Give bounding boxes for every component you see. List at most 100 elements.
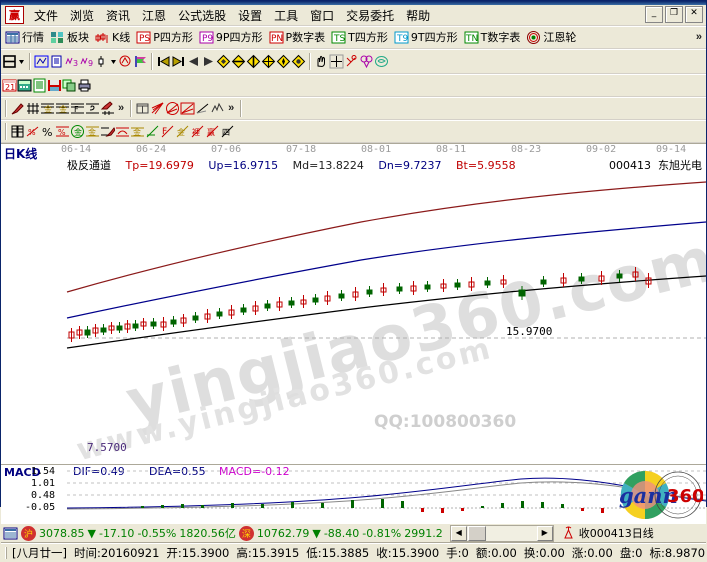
f-angle-icon[interactable]: F <box>160 124 175 139</box>
menu-browse[interactable]: 浏览 <box>70 8 95 23</box>
kline3-icon[interactable]: 3 <box>64 54 79 69</box>
macd-panel[interactable]: MACD 1.54 1.01 0.48 -0.05 DIF=0.49 DEA=0… <box>1 464 706 523</box>
menu-news[interactable]: 资讯 <box>106 8 131 23</box>
square-fan-icon[interactable] <box>180 101 195 116</box>
angle-icon[interactable] <box>145 124 160 139</box>
toolbar-t-number-table[interactable]: TN T数字表 <box>461 27 524 47</box>
gold-level-icon[interactable]: 金 <box>130 124 145 139</box>
toolbar-gann-wheel[interactable]: 江恩轮 <box>523 27 579 47</box>
candlestick-series <box>68 267 652 342</box>
candle-icon[interactable] <box>94 54 109 69</box>
calendar-day-icon[interactable] <box>2 54 17 69</box>
next-icon[interactable] <box>201 54 216 69</box>
horizontal-scrollbar[interactable]: ◀ ▶ <box>449 524 554 542</box>
quote-grid-icon[interactable] <box>3 526 18 541</box>
macd-axis-label: 1.54 <box>31 466 56 477</box>
chevron-down-icon[interactable] <box>109 54 118 69</box>
trendline-icon[interactable] <box>195 101 210 116</box>
gold-angle-icon[interactable]: 金 <box>175 124 190 139</box>
save-icon[interactable] <box>47 78 62 93</box>
menu-trade-order[interactable]: 交易委托 <box>346 8 395 23</box>
gold-line2-icon[interactable]: 金 <box>55 101 70 116</box>
prev-icon[interactable] <box>186 54 201 69</box>
menu-formula-stockpick[interactable]: 公式选股 <box>178 8 227 23</box>
f-lines-icon[interactable]: F <box>70 101 85 116</box>
cloth-angle-icon[interactable]: 裡 <box>190 124 205 139</box>
zigzag-icon[interactable] <box>210 101 225 116</box>
toolbar-blocks-label: 板块 <box>67 31 89 44</box>
toolbar-separator <box>5 122 7 140</box>
close-button[interactable]: ✕ <box>685 6 703 23</box>
menu-help[interactable]: 帮助 <box>406 8 431 23</box>
menu-tools[interactable]: 工具 <box>274 8 299 23</box>
minimize-button[interactable]: _ <box>645 6 663 23</box>
diamond2-icon[interactable] <box>231 54 246 69</box>
grid-lines-icon[interactable] <box>25 101 40 116</box>
diamond6-icon[interactable] <box>291 54 306 69</box>
gold-bar-icon[interactable]: 金 <box>85 124 100 139</box>
notebook-icon[interactable] <box>32 78 47 93</box>
percent-line-icon[interactable]: % <box>55 124 70 139</box>
spiral-icon[interactable] <box>85 101 100 116</box>
flag-icon[interactable] <box>133 54 148 69</box>
menu-file[interactable]: 文件 <box>34 8 59 23</box>
arc-red-icon[interactable] <box>115 124 130 139</box>
scroll-thumb[interactable] <box>467 525 486 541</box>
first-icon[interactable] <box>156 54 171 69</box>
print-icon[interactable] <box>77 78 92 93</box>
last-icon[interactable] <box>171 54 186 69</box>
antenna-icon <box>561 526 576 541</box>
diamond3-icon[interactable] <box>246 54 261 69</box>
diamond4-icon[interactable] <box>261 54 276 69</box>
four-angle-icon[interactable]: 四 <box>220 124 235 139</box>
low-price: 低:15.3885 <box>306 545 370 560</box>
toolbar-overflow-drawing-a[interactable]: » <box>118 102 125 114</box>
pen-red-icon[interactable] <box>10 101 25 116</box>
report-icon[interactable] <box>49 54 64 69</box>
menu-gann[interactable]: 江恩 <box>142 8 167 23</box>
box-icon[interactable] <box>135 101 150 116</box>
chart-area[interactable]: yingjiao360.com www.yingjiao360.com 日K线 … <box>1 143 706 464</box>
percent-red-icon[interactable]: % <box>25 124 40 139</box>
toolbar-9t-square[interactable]: T9 9T四方形 <box>391 27 461 47</box>
chart-frame-icon[interactable] <box>34 54 49 69</box>
toolbar-kline[interactable]: K线 <box>92 27 133 47</box>
chevron-down-icon[interactable] <box>17 54 26 69</box>
fan-red-icon[interactable] <box>150 101 165 116</box>
toolbar-blocks[interactable]: 板块 <box>47 27 92 47</box>
circle-fan-icon[interactable] <box>165 101 180 116</box>
scroll-left-button[interactable]: ◀ <box>450 525 467 541</box>
market-status-bar: 沪 3078.85 ▼ -17.10 -0.55% 1820.56亿 深 107… <box>1 523 706 542</box>
gold-line1-icon[interactable]: 金 <box>40 101 55 116</box>
scissors-icon[interactable] <box>344 54 359 69</box>
pen-cross-icon[interactable] <box>100 100 115 116</box>
calculator-icon[interactable] <box>17 78 32 93</box>
pen-line-icon[interactable] <box>100 124 115 139</box>
redgraph-icon[interactable] <box>118 54 133 69</box>
toolbar-p-square[interactable]: PS P四方形 <box>133 27 196 47</box>
maximize-button[interactable]: ❐ <box>665 6 683 23</box>
ying-angle-icon[interactable]: 赢 <box>205 124 220 139</box>
toolbar-t-square[interactable]: TS T四方形 <box>328 27 391 47</box>
hand-icon[interactable] <box>314 54 329 69</box>
ruler-icon[interactable] <box>10 124 25 139</box>
diamond1-icon[interactable] <box>216 54 231 69</box>
toolbar-overflow-1[interactable]: » <box>695 31 702 43</box>
gold-circle-icon[interactable]: 金 <box>70 124 85 139</box>
scroll-right-button[interactable]: ▶ <box>536 525 553 541</box>
toolbar-p-number-table[interactable]: PN P数字表 <box>266 27 329 47</box>
menu-window[interactable]: 窗口 <box>310 8 335 23</box>
toolbar-quotes[interactable]: 行情 <box>2 27 47 47</box>
calendar21-icon[interactable]: 21 <box>2 78 17 93</box>
percent-icon[interactable]: % <box>40 124 55 139</box>
copy-icon[interactable] <box>62 78 77 93</box>
open-price: 开:15.3900 <box>166 545 230 560</box>
crosshair-icon[interactable] <box>329 54 344 69</box>
toolbar-overflow-drawing-b[interactable]: » <box>228 102 235 114</box>
diamond5-icon[interactable] <box>276 54 291 69</box>
toolbar-9p-square[interactable]: P9 9P四方形 <box>196 27 266 47</box>
brain-icon[interactable] <box>374 54 389 69</box>
kline9-icon[interactable]: 9 <box>79 54 94 69</box>
flower-icon[interactable] <box>359 54 374 69</box>
menu-settings[interactable]: 设置 <box>238 8 263 23</box>
